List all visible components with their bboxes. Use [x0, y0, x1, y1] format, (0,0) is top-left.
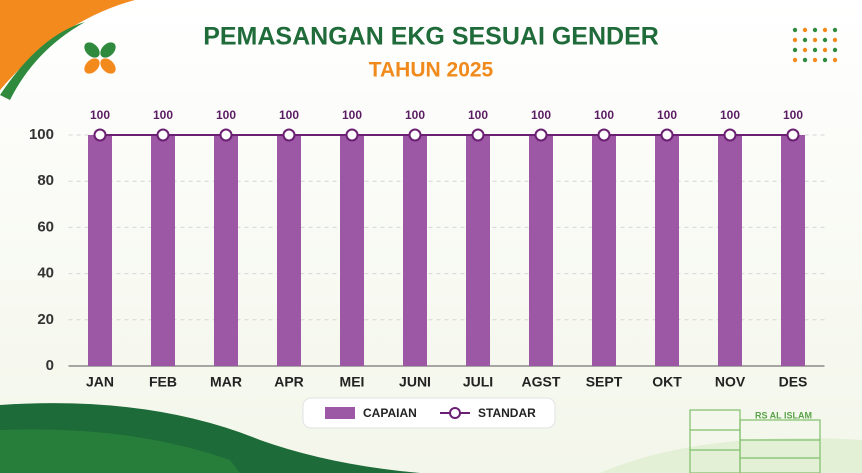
line-marker	[597, 128, 611, 142]
line-marker	[534, 128, 548, 142]
legend-box	[302, 397, 556, 429]
line-marker	[786, 128, 800, 142]
line-marker	[93, 128, 107, 142]
corner-leaf	[0, 22, 85, 100]
x-tick-label: APR	[274, 374, 304, 390]
line-marker	[660, 128, 674, 142]
y-tick-label: 60	[37, 218, 54, 235]
value-label: 100	[90, 108, 110, 122]
bar	[718, 135, 742, 366]
bar	[529, 135, 553, 366]
dot	[822, 27, 828, 33]
logo	[84, 42, 116, 74]
value-label: 100	[405, 108, 425, 122]
bar	[781, 135, 805, 366]
dot	[792, 37, 798, 43]
dot	[812, 27, 818, 33]
dot	[802, 37, 808, 43]
line-marker	[345, 128, 359, 142]
line-marker	[156, 128, 170, 142]
value-label: 100	[783, 108, 803, 122]
line-marker	[408, 128, 422, 142]
dot	[802, 47, 808, 53]
legend-swatch-marker	[449, 407, 461, 419]
bar	[403, 135, 427, 366]
x-tick-label: JULI	[463, 374, 493, 390]
dot	[792, 47, 798, 53]
value-label: 100	[342, 108, 362, 122]
line-marker	[219, 128, 233, 142]
value-label: 100	[279, 108, 299, 122]
y-tick-label: 80	[37, 172, 54, 189]
line-marker	[723, 128, 737, 142]
dot	[792, 57, 798, 63]
y-tick-label: 100	[29, 126, 54, 143]
bar	[88, 135, 112, 366]
corner-swoosh	[0, 0, 135, 90]
dot	[812, 47, 818, 53]
value-label: 100	[468, 108, 488, 122]
bar	[340, 135, 364, 366]
dot	[832, 37, 838, 43]
building-sign: RS AL ISLAM	[755, 410, 812, 420]
value-label: 100	[153, 108, 173, 122]
x-tick-label: JUNI	[399, 374, 431, 390]
bottom-wave-light	[0, 429, 240, 473]
dot	[802, 27, 808, 33]
dot-pattern	[792, 27, 838, 63]
chart-title: PEMASANGAN EKG SESUAI GENDER	[203, 23, 659, 51]
line-marker	[471, 128, 485, 142]
legend-label: CAPAIAN	[363, 406, 417, 420]
x-tick-label: AGST	[522, 374, 561, 390]
dot	[832, 47, 838, 53]
x-tick-label: OKT	[652, 374, 682, 390]
x-tick-label: MAR	[210, 374, 242, 390]
bar	[214, 135, 238, 366]
dot	[792, 27, 798, 33]
bar	[592, 135, 616, 366]
x-tick-label: DES	[779, 374, 808, 390]
dot	[812, 57, 818, 63]
value-label: 100	[657, 108, 677, 122]
value-label: 100	[720, 108, 740, 122]
x-tick-label: NOV	[715, 374, 746, 390]
bar	[466, 135, 490, 366]
bar	[151, 135, 175, 366]
value-label: 100	[594, 108, 614, 122]
line-marker	[282, 128, 296, 142]
building	[600, 409, 862, 473]
y-tick-label: 0	[46, 357, 54, 374]
chart-subtitle: TAHUN 2025	[369, 59, 494, 82]
x-tick-label: SEPT	[586, 374, 623, 390]
dot	[822, 57, 828, 63]
y-tick-label: 40	[37, 265, 54, 282]
dot	[822, 37, 828, 43]
y-tick-label: 20	[37, 311, 54, 328]
dot	[812, 37, 818, 43]
dot	[832, 27, 838, 33]
dot	[832, 57, 838, 63]
value-label: 100	[531, 108, 551, 122]
x-tick-label: FEB	[149, 374, 177, 390]
x-tick-label: JAN	[86, 374, 114, 390]
dot	[822, 47, 828, 53]
bar	[655, 135, 679, 366]
legend-swatch	[325, 407, 355, 419]
legend-label: STANDAR	[478, 406, 536, 420]
value-label: 100	[216, 108, 236, 122]
x-tick-label: MEI	[340, 374, 365, 390]
dot	[802, 57, 808, 63]
bar	[277, 135, 301, 366]
